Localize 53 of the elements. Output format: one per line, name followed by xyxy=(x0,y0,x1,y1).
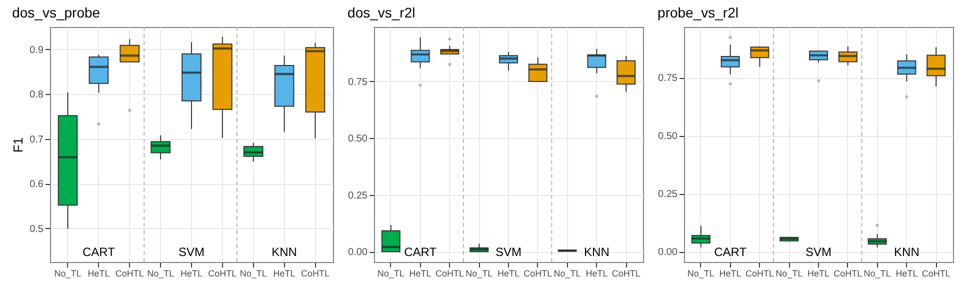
x-tick-label: No_TL xyxy=(377,268,404,278)
y-tick-label: 0.00 xyxy=(348,247,368,258)
annotation: KNN xyxy=(894,245,920,259)
y-tick-label: 0.25 xyxy=(348,190,368,202)
chart-title: dos_vs_probe xyxy=(12,4,100,20)
y-tick-label: 0.6 xyxy=(30,179,44,190)
x-tick-label: HeTL xyxy=(409,268,432,278)
x-tick-label: CoHTL xyxy=(612,268,640,278)
chart-title: dos_vs_r2l xyxy=(348,4,416,20)
annotation: SVM xyxy=(178,245,205,259)
x-tick-label: No_TL xyxy=(240,268,267,278)
x-tick-label: CoHTL xyxy=(300,268,330,278)
x-tick-label: CoHTL xyxy=(435,268,464,278)
x-tick-label: CoHTL xyxy=(745,268,774,278)
y-tick-label: 0.25 xyxy=(658,189,678,200)
x-tick-label: No_TL xyxy=(554,268,581,278)
x-tick-label: No_TL xyxy=(466,268,493,278)
x-tick-label: HeTL xyxy=(180,268,203,278)
x-tick-label: CoHTL xyxy=(834,268,862,278)
annotation: KNN xyxy=(272,245,297,259)
y-tick-label: 0.00 xyxy=(658,247,678,258)
x-tick-label: No_TL xyxy=(687,268,714,278)
x-tick-label: HeTL xyxy=(273,268,296,278)
x-tick-label: No_TL xyxy=(54,268,82,278)
chart-title: probe_vs_r2l xyxy=(658,4,738,20)
x-tick-label: CoHTL xyxy=(922,268,950,278)
y-tick-label: 0.75 xyxy=(348,76,368,88)
x-tick-label: CoHTL xyxy=(115,268,144,278)
x-tick-label: No_TL xyxy=(776,268,803,278)
x-tick-label: HeTL xyxy=(497,268,520,278)
x-tick-label: CoHTL xyxy=(524,268,552,278)
annotation: CART xyxy=(714,245,748,259)
y-tick-label: 0.50 xyxy=(658,131,678,142)
x-tick-label: No_TL xyxy=(147,268,174,278)
y-tick-label: 0.7 xyxy=(30,134,44,146)
y-tick-label: 0.50 xyxy=(348,134,368,145)
x-tick-label: No_TL xyxy=(864,268,891,278)
y-tick-label: 0.75 xyxy=(658,73,678,84)
x-tick-label: HeTL xyxy=(586,268,608,278)
y-axis-title: F1 xyxy=(10,137,26,153)
annotation: CART xyxy=(404,245,438,259)
annotation: KNN xyxy=(584,245,610,259)
annotation: CART xyxy=(82,245,116,259)
y-tick-label: 0.5 xyxy=(30,224,44,235)
annotation: SVM xyxy=(805,245,832,259)
y-tick-label: 0.8 xyxy=(30,90,44,101)
x-tick-label: HeTL xyxy=(896,268,918,278)
x-tick-label: HeTL xyxy=(88,268,110,278)
annotation: SVM xyxy=(495,245,522,259)
x-tick-label: CoHTL xyxy=(208,268,237,278)
x-tick-label: HeTL xyxy=(719,268,742,278)
y-tick-label: 0.9 xyxy=(30,44,44,56)
x-tick-label: HeTL xyxy=(807,268,830,278)
